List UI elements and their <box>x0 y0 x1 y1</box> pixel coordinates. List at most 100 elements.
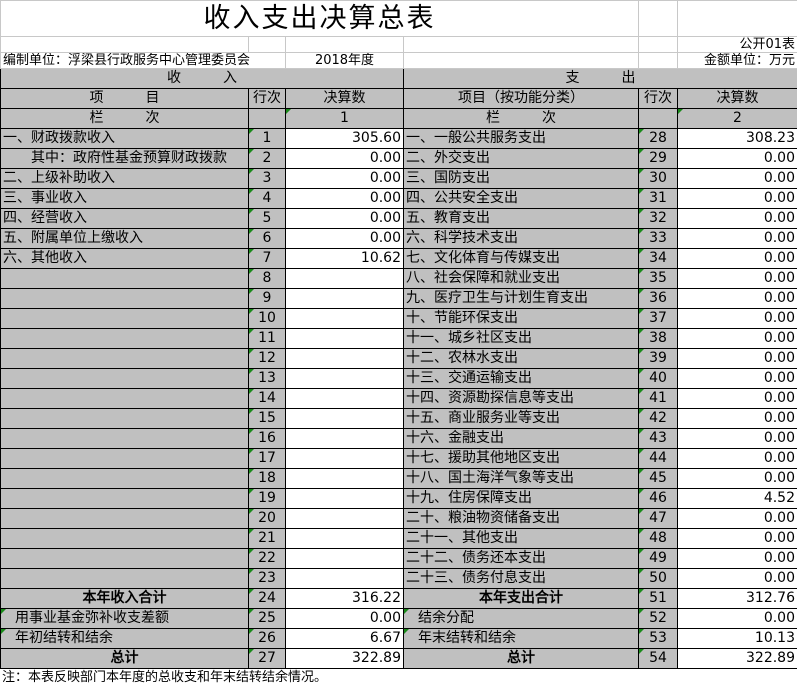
income-amount[interactable]: 0.00 <box>285 148 404 169</box>
expense-amount[interactable]: 0.00 <box>677 348 797 369</box>
income-item[interactable]: 本年收入合计 <box>0 588 249 609</box>
expense-item[interactable]: 十一、城乡社区支出 <box>403 328 639 349</box>
expense-amount[interactable]: 312.76 <box>677 588 797 609</box>
expense-item[interactable]: 十八、国土海洋气象等支出 <box>403 468 639 489</box>
cell[interactable] <box>638 52 678 69</box>
income-amount[interactable] <box>285 388 404 409</box>
expense-item[interactable]: 结余分配 <box>403 608 639 629</box>
income-item[interactable]: 一、财政拨款收入 <box>0 128 249 149</box>
expense-amount[interactable]: 0.00 <box>677 308 797 329</box>
expense-amount[interactable]: 0.00 <box>677 408 797 429</box>
income-amount[interactable]: 10.62 <box>285 248 404 269</box>
expense-item[interactable]: 本年支出合计 <box>403 588 639 609</box>
income-item[interactable] <box>0 508 249 529</box>
expense-item[interactable]: 四、公共安全支出 <box>403 188 639 209</box>
income-item[interactable] <box>0 308 249 329</box>
income-item[interactable] <box>0 448 249 469</box>
income-item[interactable] <box>0 368 249 389</box>
cell[interactable] <box>638 0 678 37</box>
income-amount[interactable] <box>285 288 404 309</box>
expense-item[interactable]: 七、文化体育与传媒支出 <box>403 248 639 269</box>
expense-amount[interactable]: 4.52 <box>677 488 797 509</box>
income-amount[interactable] <box>285 428 404 449</box>
income-amount[interactable] <box>285 328 404 349</box>
expense-amount[interactable]: 0.00 <box>677 388 797 409</box>
expense-amount[interactable]: 0.00 <box>677 568 797 589</box>
income-amount[interactable]: 6.67 <box>285 628 404 649</box>
expense-amount[interactable]: 0.00 <box>677 188 797 209</box>
expense-item[interactable]: 十三、交通运输支出 <box>403 368 639 389</box>
expense-amount[interactable]: 0.00 <box>677 148 797 169</box>
expense-item[interactable]: 年末结转和结余 <box>403 628 639 649</box>
expense-amount[interactable]: 0.00 <box>677 448 797 469</box>
income-item[interactable] <box>0 348 249 369</box>
cell[interactable] <box>638 36 678 53</box>
expense-amount[interactable]: 0.00 <box>677 208 797 229</box>
income-amount[interactable]: 322.89 <box>285 648 404 669</box>
income-amount[interactable] <box>285 308 404 329</box>
income-amount[interactable] <box>285 368 404 389</box>
income-item[interactable] <box>0 288 249 309</box>
income-item[interactable]: 四、经营收入 <box>0 208 249 229</box>
income-item[interactable]: 五、附属单位上缴收入 <box>0 228 249 249</box>
expense-item[interactable]: 十七、援助其他地区支出 <box>403 448 639 469</box>
expense-amount[interactable]: 0.00 <box>677 608 797 629</box>
income-item[interactable] <box>0 388 249 409</box>
expense-item[interactable]: 八、社会保障和就业支出 <box>403 268 639 289</box>
income-amount[interactable] <box>285 448 404 469</box>
income-item[interactable]: 总计 <box>0 648 249 669</box>
cell[interactable] <box>248 108 286 129</box>
cell[interactable] <box>403 36 639 53</box>
income-item[interactable] <box>0 548 249 569</box>
income-item[interactable]: 用事业基金弥补收支差额 <box>0 608 249 629</box>
income-item[interactable]: 年初结转和结余 <box>0 628 249 649</box>
income-item[interactable]: 其中：政府性基金预算财政拨款 <box>0 148 249 169</box>
expense-item[interactable]: 二、外交支出 <box>403 148 639 169</box>
expense-amount[interactable]: 10.13 <box>677 628 797 649</box>
expense-item[interactable]: 十二、农林水支出 <box>403 348 639 369</box>
expense-amount[interactable]: 0.00 <box>677 428 797 449</box>
expense-amount[interactable]: 0.00 <box>677 228 797 249</box>
income-item[interactable]: 六、其他收入 <box>0 248 249 269</box>
expense-item[interactable]: 十、节能环保支出 <box>403 308 639 329</box>
income-amount[interactable]: 0.00 <box>285 188 404 209</box>
expense-item[interactable]: 二十、粮油物资储备支出 <box>403 508 639 529</box>
income-amount[interactable] <box>285 348 404 369</box>
income-item[interactable] <box>0 408 249 429</box>
expense-amount[interactable]: 322.89 <box>677 648 797 669</box>
expense-amount[interactable]: 0.00 <box>677 468 797 489</box>
expense-item[interactable]: 二十二、债务还本支出 <box>403 548 639 569</box>
cell[interactable] <box>248 36 286 53</box>
income-item[interactable] <box>0 468 249 489</box>
income-item[interactable] <box>0 528 249 549</box>
income-amount[interactable]: 316.22 <box>285 588 404 609</box>
income-amount[interactable] <box>285 268 404 289</box>
income-amount[interactable] <box>285 488 404 509</box>
income-item[interactable] <box>0 268 249 289</box>
income-item[interactable]: 三、事业收入 <box>0 188 249 209</box>
expense-item[interactable]: 总计 <box>403 648 639 669</box>
income-amount[interactable] <box>285 548 404 569</box>
cell[interactable] <box>677 0 797 37</box>
expense-amount[interactable]: 308.23 <box>677 128 797 149</box>
expense-item[interactable]: 二十一、其他支出 <box>403 528 639 549</box>
expense-item[interactable]: 二十三、债务付息支出 <box>403 568 639 589</box>
income-amount[interactable]: 0.00 <box>285 228 404 249</box>
income-amount[interactable] <box>285 408 404 429</box>
expense-item[interactable]: 六、科学技术支出 <box>403 228 639 249</box>
expense-item[interactable]: 十五、商业服务业等支出 <box>403 408 639 429</box>
expense-item[interactable]: 九、医疗卫生与计划生育支出 <box>403 288 639 309</box>
expense-item[interactable]: 十九、住房保障支出 <box>403 488 639 509</box>
income-amount[interactable]: 0.00 <box>285 168 404 189</box>
income-item[interactable] <box>0 328 249 349</box>
expense-item[interactable]: 三、国防支出 <box>403 168 639 189</box>
expense-amount[interactable]: 0.00 <box>677 548 797 569</box>
income-item[interactable] <box>0 428 249 449</box>
cell[interactable] <box>285 36 404 53</box>
income-amount[interactable] <box>285 468 404 489</box>
expense-item[interactable]: 一、一般公共服务支出 <box>403 128 639 149</box>
income-amount[interactable]: 0.00 <box>285 208 404 229</box>
expense-amount[interactable]: 0.00 <box>677 168 797 189</box>
income-amount[interactable]: 305.60 <box>285 128 404 149</box>
expense-item[interactable]: 十四、资源勘探信息等支出 <box>403 388 639 409</box>
